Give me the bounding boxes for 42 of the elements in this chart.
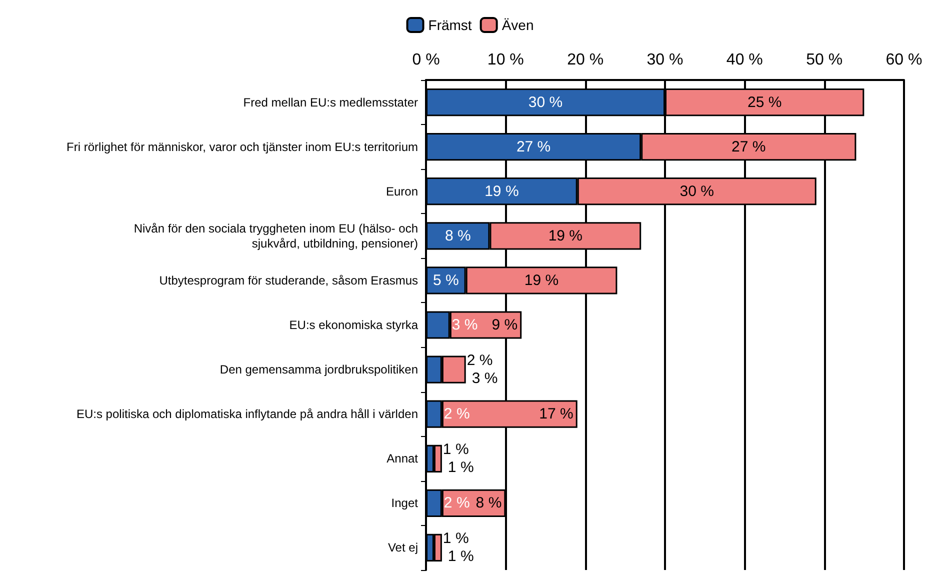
x-tick-label: 10 % [487, 52, 524, 68]
data-label: 1 % [448, 459, 474, 476]
data-label: 25 % [747, 94, 782, 111]
data-label: 8 % [476, 494, 502, 512]
y-tick-label: Nivån för den sociala tryggheten inom EU (hälso- och sjukvård, utbildning, pensioner) [134, 221, 418, 250]
x-tick-label: 50 % [806, 52, 843, 68]
y-tick-label: EU:s politiska och diplomatiska inflytande på andra håll i världen [76, 407, 418, 422]
data-label: 1 % [442, 530, 469, 548]
data-label: 27 % [732, 138, 766, 156]
y-tick-label: Annat [386, 452, 419, 466]
data-label: 2 % [444, 406, 470, 423]
data-label: 19 % [548, 227, 583, 244]
data-label: 1 % [448, 548, 474, 566]
legend-label: Främst [428, 17, 472, 33]
legend-label: Även [502, 17, 534, 33]
data-label: 2 % [444, 494, 470, 512]
y-tick-label: Utbytesprogram för studerande, såsom Erasmus [159, 273, 418, 288]
y-tick-label: Vet ej [388, 540, 418, 555]
data-label: 5 % [432, 272, 459, 289]
y-tick-label: Euron [386, 184, 418, 198]
data-label: 19 % [524, 272, 559, 289]
x-tick-label: 20 % [567, 52, 604, 68]
data-label: 30 % [528, 94, 563, 111]
x-tick-label: 40 % [726, 52, 763, 68]
data-label: 8 % [444, 227, 471, 244]
data-label: 3 % [452, 316, 478, 334]
data-label: 30 % [680, 182, 714, 200]
data-label: 3 % [472, 370, 498, 388]
y-tick-label: EU:s ekonomiska styrka [289, 318, 418, 332]
y-tick-label: Den gemensamma jordbrukspolitiken [220, 362, 418, 377]
data-label: 27 % [516, 138, 551, 156]
data-label: 1 % [442, 441, 469, 458]
data-label: 2 % [466, 352, 493, 370]
y-tick-label: Fri rörlighet för människor, varor och tjänster inom EU:s territorium [66, 140, 418, 154]
y-tick-label: Inget [391, 496, 419, 510]
data-label: 9 % [492, 316, 518, 334]
x-tick-label: 0 % [412, 52, 440, 68]
data-label: 17 % [539, 406, 574, 423]
x-tick-label: 60 % [886, 52, 922, 68]
data-label: 19 % [484, 182, 519, 200]
x-tick-label: 30 % [646, 52, 684, 68]
y-tick-label: Fred mellan EU:s medlemsstater [243, 95, 418, 110]
